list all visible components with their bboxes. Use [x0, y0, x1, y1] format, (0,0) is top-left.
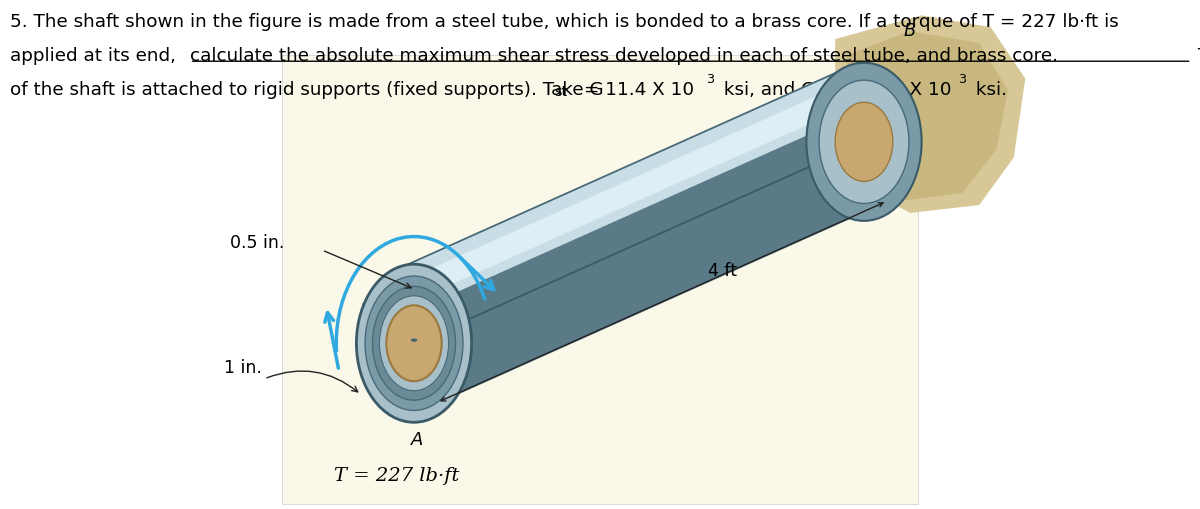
Text: = 5.2 X 10: = 5.2 X 10	[847, 81, 952, 99]
Text: B: B	[904, 22, 917, 40]
Text: 3: 3	[958, 73, 966, 86]
Ellipse shape	[356, 265, 472, 422]
Text: The end: The end	[1192, 47, 1200, 65]
Text: ksi, and G: ksi, and G	[718, 81, 815, 99]
Polygon shape	[847, 32, 1008, 202]
Ellipse shape	[379, 296, 449, 391]
Polygon shape	[362, 166, 881, 407]
Text: st: st	[554, 85, 568, 99]
Polygon shape	[408, 64, 899, 296]
Polygon shape	[420, 73, 890, 290]
Text: 0.5 in.: 0.5 in.	[229, 234, 284, 251]
Ellipse shape	[835, 103, 893, 182]
Ellipse shape	[372, 287, 456, 401]
Polygon shape	[362, 103, 812, 367]
Text: T = 227 lb·ft: T = 227 lb·ft	[334, 466, 460, 484]
Text: 5. The shaft shown in the figure is made from a steel tube, which is bonded to a: 5. The shaft shown in the figure is made…	[10, 13, 1118, 31]
Text: of the shaft is attached to rigid supports (fixed supports). Take G: of the shaft is attached to rigid suppor…	[10, 81, 604, 99]
Ellipse shape	[820, 81, 908, 204]
Ellipse shape	[806, 64, 922, 221]
Ellipse shape	[386, 306, 442, 381]
Text: 3: 3	[706, 73, 714, 86]
FancyBboxPatch shape	[282, 56, 918, 504]
Polygon shape	[362, 64, 858, 304]
Text: calculate the absolute maximum shear stress developed in each of steel tube, and: calculate the absolute maximum shear str…	[190, 47, 1057, 65]
Text: ksi.: ksi.	[970, 81, 1007, 99]
Text: 1 in.: 1 in.	[224, 358, 262, 376]
Text: applied at its end,: applied at its end,	[10, 47, 181, 65]
Polygon shape	[835, 16, 1025, 214]
Text: br: br	[821, 85, 835, 99]
Text: 4 ft: 4 ft	[708, 262, 737, 279]
Text: = 11.4 X 10: = 11.4 X 10	[578, 81, 695, 99]
Ellipse shape	[365, 276, 463, 411]
Text: A: A	[410, 431, 424, 448]
Ellipse shape	[412, 339, 416, 342]
